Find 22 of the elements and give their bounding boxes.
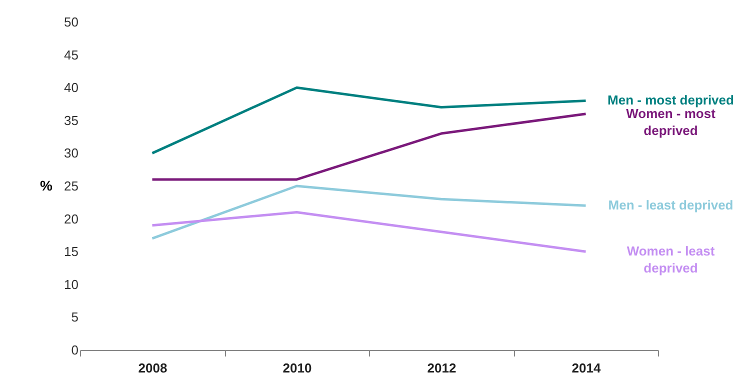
series-label: Men - least deprived <box>608 198 734 213</box>
x-tick-label: 2014 <box>572 360 602 376</box>
y-tick-label: 5 <box>71 310 78 325</box>
x-tick-label: 2008 <box>138 360 168 376</box>
x-tick-label: 2012 <box>427 360 456 376</box>
y-tick-label: 50 <box>64 14 78 30</box>
y-tick-label: 40 <box>64 80 78 96</box>
series-label: Men - most deprived <box>608 92 734 108</box>
x-tick-label: 2010 <box>282 360 312 376</box>
y-axis-title: % <box>40 178 54 194</box>
y-tick-label: 15 <box>64 244 78 260</box>
y-tick-label: 25 <box>64 178 78 194</box>
y-tick-label: 35 <box>64 112 78 128</box>
line-series <box>151 86 587 154</box>
y-tick-label: 45 <box>64 47 78 62</box>
line-series <box>151 184 587 240</box>
y-tick-label: 0 <box>71 342 78 358</box>
y-tick-label: 20 <box>64 211 78 226</box>
line-series <box>151 210 587 253</box>
y-tick-label: 30 <box>64 146 78 161</box>
text: Women - least deprived <box>626 244 716 276</box>
y-tick-label: 10 <box>64 276 78 292</box>
